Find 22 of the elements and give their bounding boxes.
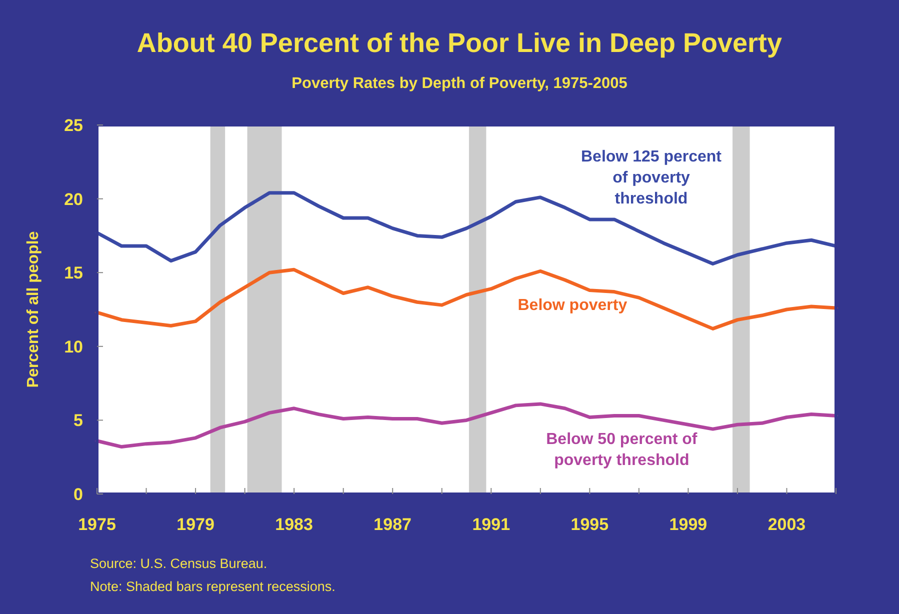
x-tick-label: 1995: [570, 515, 609, 534]
y-tick-label: 25: [64, 116, 83, 135]
series-label: Below 125 percent of poverty threshold: [581, 148, 722, 208]
y-axis-title: Percent of all people: [25, 231, 42, 388]
x-tick-label: 1987: [374, 515, 412, 534]
y-tick-label: 15: [64, 264, 83, 283]
x-tick-label: 1999: [669, 515, 708, 534]
text: Note: Shaded bars represent recessions.: [90, 579, 336, 594]
y-tick-label: 0: [74, 485, 83, 504]
x-tick-label: 1991: [472, 515, 510, 534]
x-tick-label: 1975: [78, 515, 116, 534]
y-tick-label: 10: [64, 337, 83, 356]
x-tick-label: 1983: [275, 515, 313, 534]
y-tick-label: 20: [64, 190, 83, 209]
x-tick-label: 1979: [176, 515, 214, 534]
chart-title: About 40 Percent of the Poor Live in Deep Poverty: [136, 28, 782, 58]
y-tick-label: 5: [74, 411, 83, 430]
x-tick-label: 2003: [768, 515, 806, 534]
series-label: Below poverty: [518, 296, 628, 314]
chart-subtitle: Poverty Rates by Depth of Poverty, 1975-2005: [292, 75, 628, 92]
series-label: Below 50 percent of poverty threshold: [546, 430, 698, 469]
source-note: Source: U.S. Census Bureau.: [90, 556, 268, 571]
